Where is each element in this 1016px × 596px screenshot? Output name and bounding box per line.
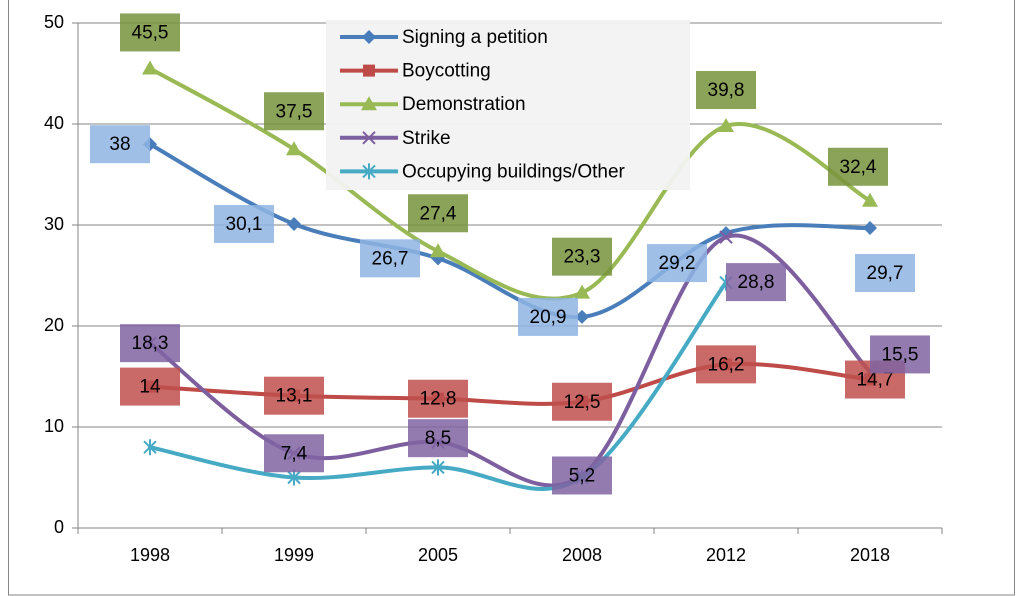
data-label-box [120,13,180,52]
marker [430,243,446,258]
data-label: 5,2 [569,465,595,486]
data-label: 15,5 [882,344,919,365]
data-label-box [552,237,612,276]
legend-label: Demonstration [402,94,526,115]
data-label-box [855,254,915,293]
data-label-box [552,382,612,421]
data-label: 29,7 [867,263,904,284]
data-label: 23,3 [564,247,601,268]
marker [286,141,302,156]
marker [362,131,376,145]
data-label-box [214,204,274,243]
data-label: 12,5 [564,392,601,413]
marker [143,439,157,456]
x-tick-label: 1998 [130,545,170,565]
data-label: 32,4 [840,157,877,178]
data-label: 7,4 [281,443,308,464]
marker [362,30,376,44]
data-label: 8,5 [425,428,451,449]
data-label-box [120,324,180,363]
marker [361,96,377,111]
series-line [148,142,872,320]
data-label: 39,8 [708,80,745,101]
data-label: 12,8 [420,389,457,410]
data-label: 45,5 [132,22,169,43]
x-tick-label: 2018 [850,545,890,565]
marker [362,163,376,180]
data-label: 14,7 [857,370,894,391]
data-label-box [726,263,786,302]
data-label-box [696,345,756,384]
marker [719,230,733,244]
x-tick-label: 2012 [706,545,746,565]
data-label-box [90,125,150,164]
data-label-box [360,239,420,278]
data-label: 38 [109,134,130,155]
y-tick-label: 30 [44,214,64,234]
data-label: 14 [139,377,161,398]
data-label: 16,2 [708,354,745,375]
marker [862,192,878,207]
data-label: 20,9 [530,307,567,328]
data-label-box [264,92,324,131]
data-label: 29,2 [659,253,696,274]
x-tick-label: 2005 [418,545,458,565]
data-label-box [696,71,756,110]
y-tick-label: 20 [44,315,64,335]
marker [575,309,589,324]
marker [431,459,445,476]
y-tick-label: 10 [44,416,64,436]
x-tick-label: 2008 [562,545,602,565]
legend-label: Occupying buildings/Other [402,161,626,182]
data-label-box [647,244,707,283]
data-label-box [870,335,930,374]
marker [574,284,590,299]
data-label: 37,5 [276,101,313,122]
y-tick-label: 40 [44,113,64,133]
data-label: 18,3 [132,333,169,354]
legend-label: Boycotting [402,61,491,82]
marker [363,64,375,77]
data-label: 13,1 [276,386,313,407]
marker [287,216,301,231]
data-label: 27,4 [420,203,457,224]
data-label-box [408,194,468,233]
data-label-box [264,376,324,415]
data-label-box [264,434,324,473]
x-tick-label: 1999 [274,545,314,565]
data-label-box [552,456,612,495]
legend-label: Strike [402,128,451,149]
series-line [148,280,728,491]
data-label: 30,1 [226,214,263,235]
data-label-box [408,379,468,418]
y-tick-label: 0 [54,517,64,537]
marker [142,60,158,75]
data-label-box [408,419,468,458]
data-label-box [518,297,578,336]
data-label-box [828,147,888,186]
y-tick-label: 50 [44,12,64,32]
data-label-box [120,367,180,406]
marker [718,118,734,133]
data-label: 26,7 [372,248,409,269]
data-label: 28,8 [738,272,775,293]
legend-label: Signing a petition [402,27,548,48]
marker [863,221,877,236]
series-line [148,66,872,301]
